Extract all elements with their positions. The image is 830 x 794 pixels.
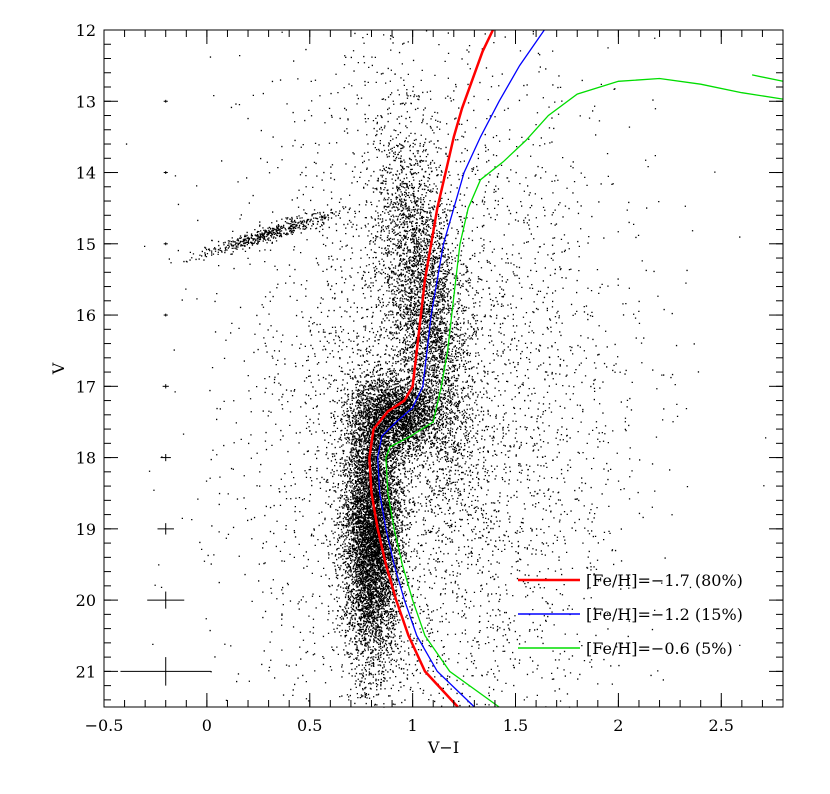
error-bar — [120, 657, 211, 686]
y-tick-label: 13 — [76, 92, 96, 111]
x-tick-label: 0 — [202, 716, 212, 735]
x-tick-label: 1.5 — [503, 716, 528, 735]
error-bar — [157, 523, 174, 535]
isochrone-line-2 — [377, 29, 545, 708]
error-bar — [163, 171, 168, 174]
y-tick-label: 14 — [76, 164, 96, 183]
legend-item: [Fe/H]=−1.7 (80%) — [518, 571, 743, 590]
isochrone-line-3 — [385, 77, 784, 708]
y-tick-label: 12 — [76, 21, 96, 40]
legend-label: [Fe/H]=−0.6 (5%) — [586, 639, 733, 658]
legend-item: [Fe/H]=−1.2 (15%) — [518, 605, 743, 624]
error-bar — [163, 313, 168, 317]
star-points — [125, 30, 767, 708]
error-bar — [162, 384, 169, 389]
legend-label: [Fe/H]=−1.2 (15%) — [586, 605, 743, 624]
y-tick-label: 20 — [76, 591, 96, 610]
legend-label: [Fe/H]=−1.7 (80%) — [586, 571, 743, 590]
error-bars — [120, 99, 211, 686]
x-tick-label: 2 — [613, 716, 623, 735]
y-tick-label: 16 — [76, 306, 96, 325]
y-axis-ticks: 12 13 14 15 16 17 18 19 20 21 — [76, 21, 783, 701]
x-tick-label: −0.5 — [85, 716, 124, 735]
isochrone-lines — [368, 29, 784, 708]
x-tick-label: 1 — [408, 716, 418, 735]
x-axis-ticks: −0.5 0 0.5 1 1.5 2 2.5 — [85, 30, 784, 735]
y-axis-label: V — [49, 362, 68, 375]
isochrone-line-4 — [751, 74, 784, 82]
isochrone-line-1 — [368, 29, 495, 708]
y-tick-label: 17 — [76, 377, 96, 396]
error-bar — [147, 591, 185, 609]
plot-frame — [103, 29, 784, 708]
y-tick-label: 19 — [76, 520, 96, 539]
legend: [Fe/H]=−1.7 (80%) [Fe/H]=−1.2 (15%) [Fe/H]… — [518, 571, 743, 658]
x-axis-label: V−I — [427, 738, 459, 757]
error-bar — [163, 99, 168, 103]
x-tick-label: 0.5 — [297, 716, 322, 735]
y-tick-label: 15 — [76, 235, 96, 254]
error-bar — [163, 242, 168, 246]
x-tick-label: 2.5 — [709, 716, 734, 735]
error-bar — [160, 454, 171, 462]
legend-item: [Fe/H]=−0.6 (5%) — [518, 639, 733, 658]
y-tick-label: 21 — [76, 662, 96, 681]
star-point-cloud — [125, 30, 767, 708]
y-tick-label: 18 — [76, 449, 96, 468]
